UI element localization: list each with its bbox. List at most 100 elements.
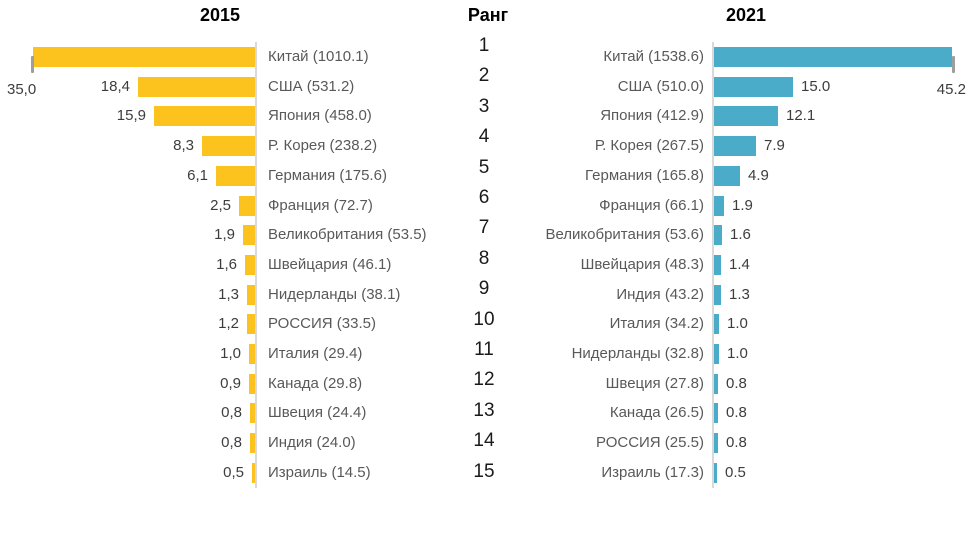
bar-2021 xyxy=(714,195,724,216)
country-label: Индия (43.2) xyxy=(616,285,704,303)
value-label: 1.0 xyxy=(727,315,748,333)
rank-number: 11 xyxy=(474,339,494,360)
value-label: 6,1 xyxy=(187,166,208,184)
value-label: 0,8 xyxy=(221,434,242,452)
bar-2015 xyxy=(202,136,255,157)
country-label: Великобритания (53.6) xyxy=(545,226,704,244)
bar-2021 xyxy=(714,47,952,67)
bar-2021 xyxy=(714,344,719,364)
rank-number: 15 xyxy=(473,460,495,482)
bar-2015 xyxy=(247,284,255,305)
bar-2021 xyxy=(714,254,721,275)
country-label: Канада (29.8) xyxy=(268,374,363,392)
country-label: Швеция (27.8) xyxy=(605,374,704,392)
rank-number: 14 xyxy=(473,430,495,452)
rank-number: 2 xyxy=(478,65,490,87)
country-label: США (531.2) xyxy=(268,77,355,95)
value-label: 12.1 xyxy=(786,107,816,125)
country-label: Китай (1538.6) xyxy=(603,48,704,65)
bar-2021 xyxy=(714,403,718,424)
bar-2021 xyxy=(714,76,793,97)
bar-2015 xyxy=(154,106,255,127)
value-label: 0.8 xyxy=(726,374,747,392)
country-label: РОССИЯ (33.5) xyxy=(268,315,376,333)
country-label: Италия (34.2) xyxy=(609,315,704,333)
rank-number: 13 xyxy=(473,399,495,421)
country-label: Швеция (24.4) xyxy=(268,404,367,422)
value-label: 35,0 xyxy=(7,81,37,98)
bar-2015 xyxy=(245,254,255,275)
bar-2021 xyxy=(714,284,721,305)
rank-number: 4 xyxy=(478,126,490,148)
bar-2021 xyxy=(714,225,722,246)
country-label: Швейцария (46.1) xyxy=(268,255,392,273)
chart-2015-title: 2015 xyxy=(199,5,241,25)
rank-number: 1 xyxy=(478,35,490,56)
country-label: Швейцария (48.3) xyxy=(580,255,704,273)
value-label: 0,9 xyxy=(220,374,241,392)
chart-2021-title: 2021 xyxy=(725,5,767,25)
country-label: Нидерланды (38.1) xyxy=(268,285,401,303)
bar-2021 xyxy=(714,106,778,127)
country-label: Италия (29.4) xyxy=(268,345,363,362)
country-label: Великобритания (53.5) xyxy=(268,226,427,244)
country-label: Китай (1010.1) xyxy=(268,48,369,65)
bar-2021 xyxy=(714,136,756,157)
bar-end-tick xyxy=(31,56,34,73)
rank-number: 12 xyxy=(473,369,495,391)
country-label: Р. Корея (238.2) xyxy=(268,137,378,155)
value-label: 0.8 xyxy=(726,434,747,452)
country-label: Израиль (17.3) xyxy=(601,463,704,481)
country-label: Япония (458.0) xyxy=(268,107,372,125)
value-label: 8,3 xyxy=(173,137,194,155)
bar-2015 xyxy=(239,195,255,216)
bar-2021 xyxy=(714,165,740,186)
value-label: 1.0 xyxy=(727,345,748,362)
bar-2015 xyxy=(216,165,255,186)
value-label: 1,9 xyxy=(214,226,235,244)
country-label: Франция (66.1) xyxy=(599,196,704,214)
value-label: 1,6 xyxy=(216,255,237,273)
bar-2015 xyxy=(252,462,255,483)
bar-2021 xyxy=(714,373,718,394)
country-label: Р. Корея (267.5) xyxy=(594,137,704,155)
bar-2021 xyxy=(714,433,718,454)
bar-2015 xyxy=(243,225,255,246)
bar-2015 xyxy=(247,314,255,335)
country-label: Индия (24.0) xyxy=(268,434,356,452)
value-label: 15,9 xyxy=(116,107,146,125)
chart-2021: Китай (1538.6) 45.2 США (510.0) 15.0 Япония … xyxy=(480,0,974,537)
value-label: 1.3 xyxy=(729,285,750,303)
value-label: 1,3 xyxy=(218,285,239,303)
country-label: Франция (72.7) xyxy=(268,196,373,214)
value-label: 4.9 xyxy=(748,166,769,184)
bar-end-tick xyxy=(952,56,955,73)
value-label: 0.5 xyxy=(725,463,746,481)
value-label: 18,4 xyxy=(100,77,130,95)
rank-number: 7 xyxy=(478,217,490,239)
value-label: 1,2 xyxy=(218,315,239,333)
rank-number: 6 xyxy=(478,187,490,208)
chart-2015: Китай (1010.1) 35,0 США (531.2) 18,4 Япония … xyxy=(0,0,470,537)
value-label: 45.2 xyxy=(936,81,966,98)
value-label: 15.0 xyxy=(801,77,831,95)
rank-number: 5 xyxy=(478,156,490,178)
bar-2015 xyxy=(250,403,255,424)
bar-2015 xyxy=(249,373,255,394)
value-label: 0,8 xyxy=(221,404,242,422)
value-label: 1.6 xyxy=(730,226,751,244)
country-label: Германия (165.8) xyxy=(585,166,704,184)
bar-2015 xyxy=(249,344,255,364)
value-label: 7.9 xyxy=(764,137,785,155)
country-label: Германия (175.6) xyxy=(268,166,387,184)
country-label: Япония (412.9) xyxy=(600,107,704,125)
bar-2015 xyxy=(33,47,255,67)
rank-number: 10 xyxy=(473,308,495,330)
rank-column: 1 2 3 4 5 6 7 8 9 10 11 12 13 14 15 xyxy=(450,0,518,537)
value-label: 1.4 xyxy=(729,255,750,273)
rank-number: 9 xyxy=(478,278,490,300)
chart-2021-axis-line xyxy=(712,42,714,488)
rank-number: 8 xyxy=(478,247,490,269)
bar-2015 xyxy=(250,433,255,454)
